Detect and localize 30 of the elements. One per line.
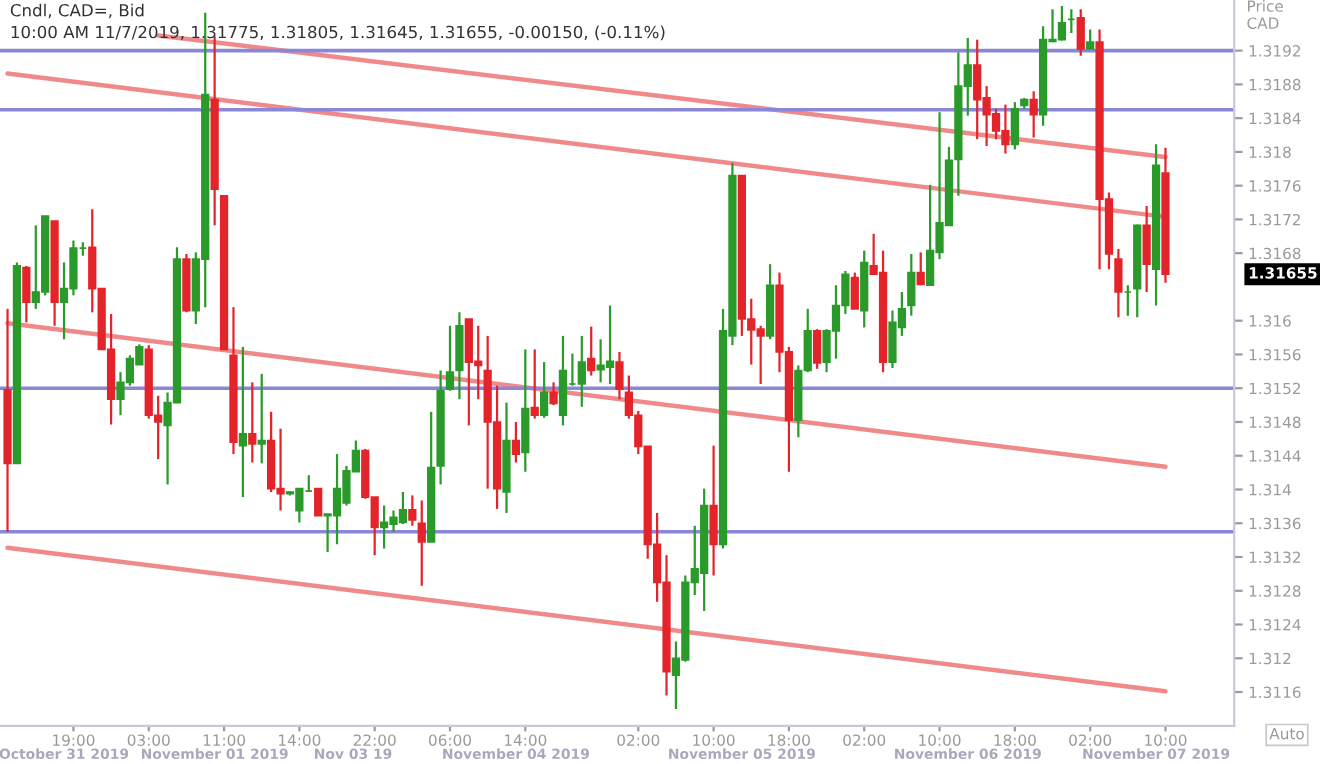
chart-title: Cndl, CAD=, Bid (10, 3, 144, 19)
candlestick (455, 311, 464, 401)
candlestick (549, 381, 558, 407)
candlestick (1142, 204, 1151, 294)
candlestick (238, 345, 248, 499)
candlestick (1029, 90, 1038, 139)
candlestick (907, 252, 916, 317)
candlestick (813, 328, 822, 370)
candlestick (558, 334, 568, 427)
candlestick (916, 251, 925, 287)
candlestick (577, 334, 586, 408)
candlestick (248, 381, 257, 464)
candlestick (1114, 247, 1123, 319)
candlestick (521, 348, 530, 473)
candlestick (408, 494, 417, 527)
candlestick (314, 487, 323, 517)
candlestick (1076, 8, 1085, 57)
candlestick (615, 350, 624, 401)
candlestick (22, 264, 31, 324)
candlestick (850, 271, 859, 310)
candlestick (530, 348, 539, 420)
candlestick (511, 420, 521, 464)
candlestick (1086, 28, 1095, 51)
candlestick (709, 444, 718, 577)
candlestick (417, 499, 426, 587)
candlestick (257, 372, 266, 465)
candlestick (540, 360, 549, 419)
candlestick (445, 324, 455, 392)
candlestick (587, 325, 596, 377)
candlestick (1010, 101, 1019, 151)
